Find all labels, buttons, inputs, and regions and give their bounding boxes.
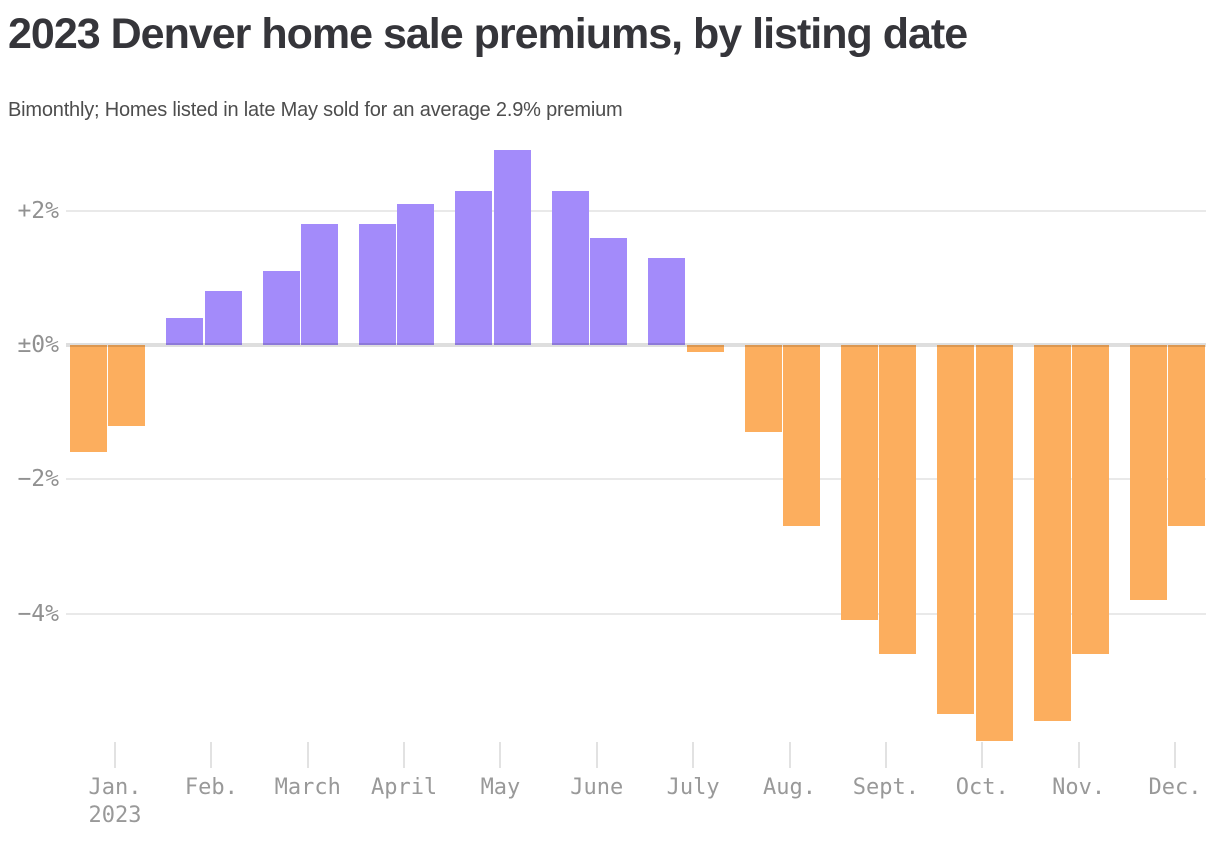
bar-march-second-half[interactable] (301, 224, 339, 345)
x-axis-tick-feb (210, 742, 213, 768)
bar-april-second-half[interactable] (397, 203, 435, 345)
bar-jan-first-half[interactable] (70, 345, 107, 453)
bar-june-second-half[interactable] (590, 237, 628, 345)
zero-baseline (66, 343, 1206, 347)
y-axis-label-4: −4% (17, 600, 59, 627)
bar-sept-first-half[interactable] (840, 345, 878, 621)
x-axis-tick-july (692, 742, 695, 768)
x-axis-label-feb: Feb. (184, 775, 238, 800)
bar-march-first-half[interactable] (262, 271, 300, 345)
x-axis-label-july: July (666, 775, 720, 800)
x-axis-label-march: March (274, 775, 341, 800)
bar-july-first-half[interactable] (648, 257, 686, 345)
bar-aug-second-half[interactable] (782, 345, 820, 527)
bar-feb-second-half[interactable] (204, 291, 242, 345)
x-axis-tick-march (306, 742, 309, 768)
x-axis-label-april: April (370, 775, 438, 800)
gridline-+2 (66, 209, 1206, 212)
chart-title: 2023 Denver home sale premiums, by listi… (8, 10, 968, 58)
bar-feb-first-half[interactable] (166, 318, 204, 345)
x-axis-label-dec: Dec. (1148, 775, 1202, 800)
bar-sept-second-half[interactable] (879, 345, 917, 654)
x-axis-label-aug: Aug. (763, 775, 816, 800)
bar-may-first-half[interactable] (455, 190, 493, 345)
x-axis-tick-may (499, 742, 502, 768)
bar-oct-second-half[interactable] (975, 345, 1013, 742)
x-axis-label-june: June (570, 775, 624, 800)
x-axis-tick-nov (1077, 742, 1080, 768)
x-axis-tick-aug (788, 742, 791, 768)
x-axis-tick-jan (114, 742, 116, 768)
y-axis-label-0: ±0% (17, 332, 59, 358)
y-axis-label-2: −2% (17, 466, 59, 493)
x-axis-tick-sept (884, 742, 887, 768)
x-axis-label-jan: Jan. 2023 (88, 775, 142, 828)
x-axis-label-sept: Sept. (852, 775, 919, 800)
x-axis-label-may: May (480, 775, 521, 800)
bar-nov-second-half[interactable] (1072, 345, 1109, 654)
x-axis-label-nov: Nov. (1052, 775, 1106, 800)
x-axis-label-oct: Oct. (955, 775, 1009, 800)
y-axis-label-2: +2% (17, 197, 59, 224)
x-axis-tick-dec (1173, 742, 1176, 768)
chart-subtitle: Bimonthly; Homes listed in late May sold… (8, 99, 623, 121)
x-axis-tick-june (595, 742, 598, 768)
gridline-−4 (66, 612, 1206, 615)
x-axis-tick-oct (981, 742, 984, 768)
bar-june-first-half[interactable] (551, 190, 589, 345)
bar-oct-first-half[interactable] (937, 345, 975, 715)
bar-aug-first-half[interactable] (744, 345, 782, 433)
bar-may-second-half[interactable] (493, 150, 531, 345)
bar-july-second-half[interactable] (686, 345, 724, 352)
bar-dec-first-half[interactable] (1129, 345, 1167, 601)
bar-jan-second-half[interactable] (108, 345, 146, 426)
x-axis-tick-april (403, 742, 406, 768)
bar-nov-first-half[interactable] (1033, 345, 1071, 722)
bar-april-first-half[interactable] (359, 224, 397, 345)
gridline-−2 (66, 478, 1206, 481)
bar-dec-second-half[interactable] (1168, 345, 1206, 527)
